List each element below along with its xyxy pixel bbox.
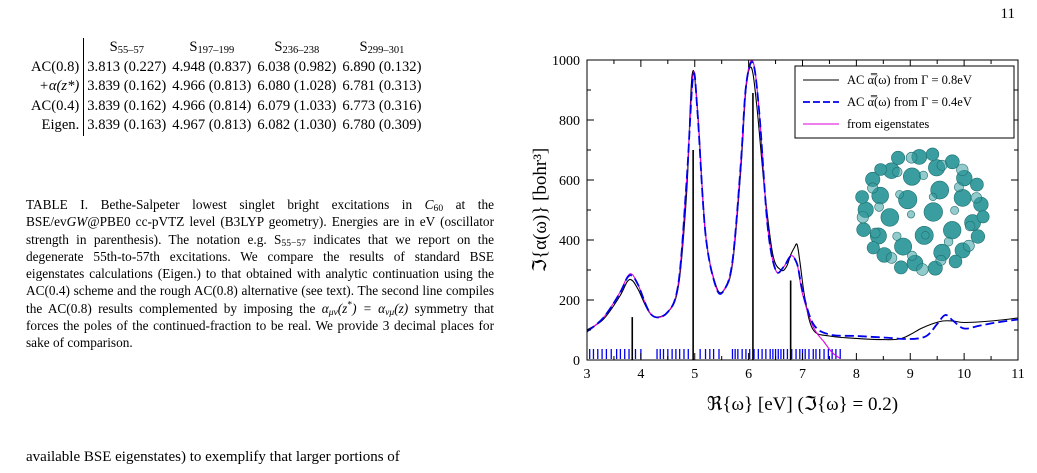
row-label: AC(0.4) [28, 96, 85, 116]
table-cell: 6.082 (1.030) [257, 117, 337, 133]
c60-atom [935, 254, 947, 266]
spectrum-chart: 3 4 5 6 7 8 9 10 11 0 200 400 600 800 1000 ℜ{ω} [eV] (ℑ… [530, 54, 1025, 415]
c60-atom [885, 252, 898, 264]
c60-atom [976, 210, 990, 224]
c60-atom [918, 170, 929, 180]
c60-atom [936, 159, 948, 171]
table-cell: 4.967 (0.813) [172, 117, 252, 133]
y-tick-label: 0 [573, 354, 580, 369]
c60-atom [891, 150, 906, 165]
c60-molecule-icon [855, 147, 990, 276]
table-cell: 6.079 (1.033) [257, 97, 337, 114]
table-cell: 6.781 (0.313) [342, 78, 422, 94]
table-cell: 6.080 (1.028) [257, 78, 337, 94]
c60-atom [970, 177, 984, 192]
x-tick-label: 5 [691, 367, 698, 382]
c60-atom [956, 163, 969, 176]
table-cell: 4.948 (0.837) [172, 58, 252, 75]
table-caption: TABLE I. Bethe-Salpeter lowest singlet b… [26, 197, 494, 351]
table-cell: 3.813 (0.227) [87, 58, 167, 75]
c60-atom [892, 231, 902, 241]
y-tick-label: 1000 [552, 54, 580, 69]
column-header: S299–301 [359, 39, 405, 56]
x-tick-label: 8 [853, 367, 860, 382]
page-number: 11 [1000, 6, 1015, 22]
x-tick-label: 6 [745, 367, 752, 382]
y-tick-label: 200 [559, 294, 580, 309]
c60-atom [905, 151, 918, 164]
c60-atom [855, 190, 869, 204]
table-row: AC(0.8) 3.813 (0.227) 4.948 (0.837) 6.03… [28, 57, 424, 77]
x-tick-label: 3 [584, 367, 591, 382]
table-cell: 6.890 (0.132) [342, 58, 422, 75]
column-header: S55–57 [109, 39, 144, 56]
c60-atom [923, 202, 943, 222]
c60-atom [874, 202, 884, 212]
c60-atom [895, 190, 904, 199]
c60-atom [916, 263, 929, 276]
legend-label: from eigenstates [847, 117, 929, 131]
x-tick-label: 9 [907, 367, 914, 382]
table-cell: 3.839 (0.162) [87, 97, 167, 114]
body-text: available BSE eigenstates) to exemplify … [26, 449, 400, 465]
c60-atom [970, 229, 986, 244]
c60-atom [953, 189, 972, 207]
y-tick-label: 400 [559, 234, 580, 249]
y-axis-label: ℑ{α(ω)} [bohr³] [530, 148, 551, 273]
c60-atom [856, 211, 869, 224]
legend-label: AC α̿(ω) from Γ = 0.4eV [847, 95, 972, 109]
c60-atom [925, 147, 940, 161]
table-row: AC(0.4) 3.839 (0.162) 4.966 (0.814) 6.07… [28, 96, 424, 116]
x-tick-label: 10 [957, 367, 971, 382]
c60-atom [856, 222, 871, 237]
x-tick-label: 11 [1011, 367, 1024, 382]
c60-atom [970, 192, 983, 204]
c60-atom [892, 166, 903, 178]
c60-atom [964, 220, 976, 232]
c60-atom [880, 208, 899, 227]
c60-atom [962, 239, 975, 252]
column-header: S197–199 [189, 39, 235, 56]
table-cell: 3.839 (0.162) [87, 78, 167, 94]
c60-atom [894, 260, 908, 275]
c60-atom [950, 205, 959, 215]
c60-atom [943, 237, 954, 247]
x-axis-label: ℜ{ω} [eV] (ℑ{ω} = 0.2) [707, 394, 898, 415]
table-cell: 6.780 (0.309) [342, 117, 422, 133]
c60-atom [894, 237, 913, 256]
c60-atom [867, 182, 879, 194]
c60-atom [943, 221, 962, 240]
column-header: S236–238 [274, 39, 320, 56]
row-label: Eigen. [28, 116, 85, 136]
x-tick-label: 4 [637, 367, 644, 382]
y-tick-label: 600 [559, 174, 580, 189]
row-label: AC(0.8) [28, 57, 85, 77]
c60-atom [921, 231, 930, 240]
results-table: S55–57 S197–199 S236–238 S299–301 AC(0.8… [28, 38, 425, 136]
table-row: Eigen. 3.839 (0.163) 4.967 (0.813) 6.082… [28, 116, 424, 136]
table-cell: 4.966 (0.813) [172, 78, 252, 94]
table-corner [28, 38, 85, 58]
c60-atom [902, 167, 921, 186]
legend-box [794, 65, 1015, 139]
table-row: +α(z*) 3.839 (0.162) 4.966 (0.813) 6.080… [28, 77, 424, 97]
c60-atom [928, 192, 938, 201]
c60-atom [874, 163, 887, 176]
c60-atom [953, 182, 964, 192]
c60-atom [866, 241, 880, 255]
table-cell: 4.966 (0.814) [172, 97, 252, 114]
c60-atom [907, 250, 918, 261]
c60-atom [906, 210, 915, 219]
row-label: +α(z*) [28, 77, 85, 97]
table-cell: 6.773 (0.316) [342, 97, 422, 114]
table-cell: 3.839 (0.163) [87, 117, 167, 133]
legend-label: AC α̿(ω) from Γ = 0.8eV [847, 73, 972, 87]
c60-atom [869, 227, 881, 239]
x-tick-label: 7 [799, 367, 806, 382]
c60-atom [948, 254, 963, 269]
y-tick-label: 800 [559, 114, 580, 129]
table-header-row: S55–57 S197–199 S236–238 S299–301 [28, 38, 424, 58]
table-cell: 6.038 (0.982) [257, 58, 337, 75]
